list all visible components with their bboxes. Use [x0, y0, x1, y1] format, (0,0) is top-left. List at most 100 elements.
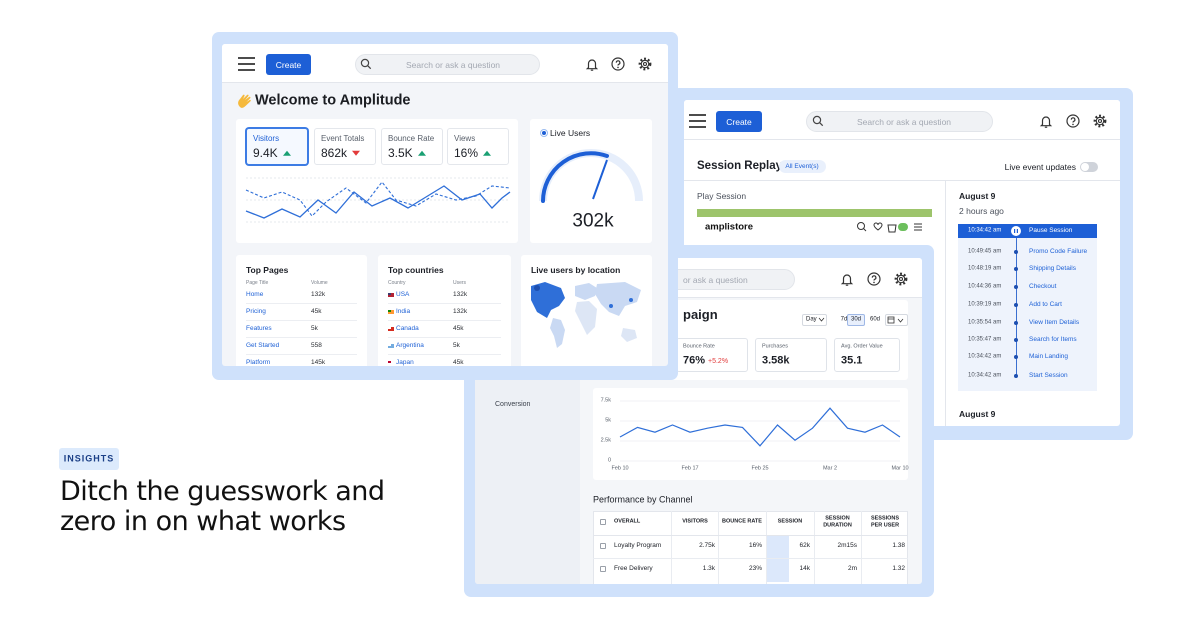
search-box[interactable]	[355, 54, 540, 75]
filter-label: All Event(s)	[785, 162, 819, 170]
country-link[interactable]: Argentina	[396, 342, 424, 350]
flag	[388, 293, 394, 297]
create-button[interactable]	[266, 54, 311, 75]
gear-icon[interactable]	[1093, 114, 1107, 128]
trend-arrow	[282, 150, 291, 156]
x-tick-label: Mar 10	[891, 465, 909, 472]
data-line	[619, 407, 901, 447]
event-name[interactable]: Checkout	[1029, 283, 1057, 291]
metric-value: 76%	[683, 354, 706, 367]
report-title: paign	[683, 307, 718, 323]
metric-tab[interactable]	[314, 128, 376, 165]
filter-pill[interactable]	[779, 160, 826, 173]
circle-shape	[1014, 267, 1018, 271]
bell-icon[interactable]	[585, 57, 599, 71]
sidebar-item[interactable]: Conversion	[495, 400, 531, 408]
range-label: 30d	[850, 316, 862, 323]
page-link[interactable]: Platform	[246, 359, 271, 366]
circle-shape	[1014, 374, 1018, 378]
search-placeholder: Search or ask a question	[406, 59, 501, 70]
create-button[interactable]	[716, 111, 762, 132]
timeline-dot	[1014, 374, 1018, 378]
help-icon[interactable]	[1066, 114, 1080, 128]
cell-value: 2m	[847, 565, 857, 573]
event-name[interactable]: Start Session	[1029, 372, 1068, 380]
event-name[interactable]: Promo Code Failure	[1029, 248, 1088, 256]
trend-chart	[245, 177, 511, 223]
path-shape	[873, 222, 883, 231]
search-box[interactable]	[806, 111, 993, 132]
bell-icon[interactable]	[840, 272, 854, 286]
event-name[interactable]: Search for Items	[1029, 336, 1077, 344]
toggle-switch[interactable]	[1080, 162, 1098, 172]
circle-shape	[1014, 250, 1018, 254]
circle-shape	[611, 57, 625, 71]
path-shape	[550, 318, 565, 348]
cell-value: 2.75k	[699, 542, 715, 550]
event-name[interactable]: Pause Session	[1029, 227, 1073, 235]
welcome-panel: Create Search or ask a question Welcome to…	[222, 44, 668, 366]
path-shape	[888, 318, 904, 323]
live-users-label: Live Users	[550, 127, 591, 138]
row-divider	[246, 303, 357, 304]
circle-shape	[1072, 123, 1074, 126]
country-link[interactable]: India	[396, 308, 411, 316]
column-header: OVERALL	[614, 518, 641, 525]
timeline-line	[1016, 238, 1017, 376]
pause-icon	[1011, 226, 1021, 236]
path-shape	[531, 282, 565, 318]
metric-tab[interactable]	[381, 128, 443, 165]
checkbox[interactable]	[600, 543, 606, 549]
circle-shape	[534, 285, 540, 291]
metric-label: Avg. Order Value	[841, 343, 883, 350]
circle-shape	[360, 58, 370, 68]
page-link[interactable]: Get Started	[246, 342, 280, 350]
path-shape	[541, 151, 609, 203]
gear-icon[interactable]	[638, 57, 652, 71]
path-shape	[840, 274, 854, 285]
metric-tab[interactable]	[447, 128, 509, 165]
checkbox[interactable]	[600, 519, 606, 525]
metric-tab[interactable]	[246, 128, 308, 165]
circle-shape	[898, 276, 904, 282]
row-divider	[246, 320, 357, 321]
metric-label: Bounce Rate	[388, 134, 435, 144]
path-shape	[689, 114, 706, 128]
calendar-button[interactable]	[885, 314, 908, 326]
gear-icon[interactable]	[894, 272, 908, 286]
country-link[interactable]: USA	[396, 291, 410, 299]
x-tick-label: Feb 10	[611, 465, 629, 472]
cell-value: 16%	[748, 542, 762, 550]
range-option[interactable]	[847, 314, 865, 326]
row-divider	[593, 558, 908, 559]
unit-label: Day	[806, 316, 817, 323]
path-shape	[615, 60, 621, 66]
country-link[interactable]: Canada	[396, 325, 419, 333]
page-link[interactable]: Features	[246, 325, 272, 333]
event-list	[958, 224, 1097, 391]
circle-shape	[1014, 321, 1018, 325]
selected-event[interactable]	[958, 224, 1097, 238]
path-shape	[914, 223, 922, 231]
help-icon[interactable]	[867, 272, 881, 286]
event-name[interactable]: Shipping Details	[1029, 265, 1076, 273]
badge-text: INSIGHTS	[63, 453, 115, 464]
page-title: Welcome to Amplitude	[255, 92, 411, 109]
event-name[interactable]: View Item Details	[1029, 319, 1080, 327]
event-time: 10:34:42 am	[968, 227, 1002, 234]
checkbox[interactable]	[600, 566, 606, 572]
help-icon[interactable]	[611, 57, 625, 71]
unit-select[interactable]	[802, 314, 827, 326]
row-divider	[388, 337, 501, 338]
line-chart	[619, 400, 901, 462]
page-link[interactable]: Pricing	[246, 308, 266, 316]
page-link[interactable]: Home	[246, 291, 264, 299]
flag	[388, 344, 394, 348]
timeline-dot	[1014, 303, 1018, 307]
bell-icon[interactable]	[1039, 114, 1053, 128]
event-name[interactable]: Main Landing	[1029, 353, 1069, 361]
event-name[interactable]: Add to Cart	[1029, 301, 1062, 309]
country-link[interactable]: Japan	[396, 359, 414, 366]
row-name: Loyalty Program	[614, 542, 662, 550]
